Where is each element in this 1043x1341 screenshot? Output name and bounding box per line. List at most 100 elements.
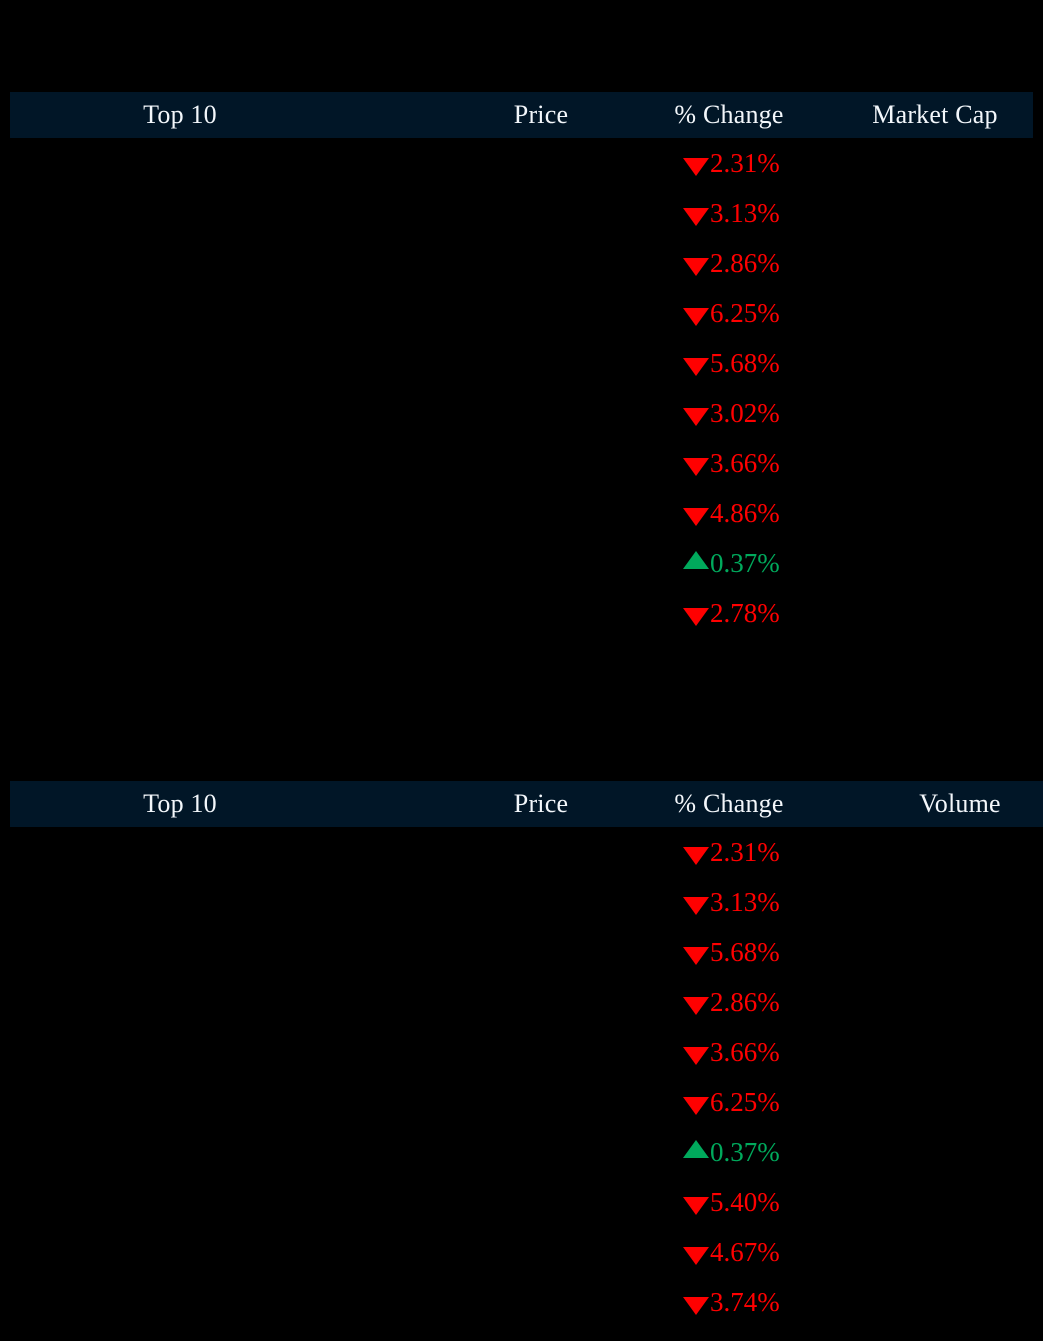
table-row[interactable]: 3.13% bbox=[0, 877, 1043, 927]
cell-price bbox=[391, 1177, 691, 1227]
cell-extra bbox=[810, 1027, 1043, 1077]
cell-percent-change: 5.68% bbox=[683, 338, 983, 388]
cell-name bbox=[30, 827, 330, 877]
cell-extra bbox=[785, 488, 1043, 538]
cell-name bbox=[30, 238, 330, 288]
table-header-row: Top 10 Price % Change Market Cap bbox=[10, 92, 1033, 138]
column-header-name[interactable]: Top 10 bbox=[143, 789, 217, 818]
table-row[interactable]: 3.66% bbox=[0, 438, 1043, 488]
percent-change-value: 2.78% bbox=[710, 598, 780, 628]
triangle-down-icon bbox=[683, 508, 709, 526]
column-header-extra[interactable]: Market Cap bbox=[872, 100, 998, 129]
cell-extra bbox=[810, 927, 1043, 977]
cell-name bbox=[30, 438, 330, 488]
cell-price bbox=[391, 538, 691, 588]
cell-price bbox=[391, 188, 691, 238]
percent-change-value: 3.02% bbox=[710, 398, 780, 428]
cell-name bbox=[30, 1127, 330, 1177]
cell-extra bbox=[810, 1177, 1043, 1227]
table-row[interactable]: 5.68% bbox=[0, 927, 1043, 977]
cell-percent-change: 2.86% bbox=[683, 238, 983, 288]
percent-change-value: 0.37% bbox=[710, 548, 780, 578]
cell-percent-change: 3.13% bbox=[683, 877, 983, 927]
table-row[interactable]: 0.37% bbox=[0, 1127, 1043, 1177]
table-row[interactable]: 0.37% bbox=[0, 538, 1043, 588]
cell-name bbox=[30, 1227, 330, 1277]
percent-change-value: 3.13% bbox=[710, 198, 780, 228]
triangle-down-icon bbox=[683, 408, 709, 426]
table-row[interactable]: 3.66% bbox=[0, 1027, 1043, 1077]
table-row[interactable]: 4.67% bbox=[0, 1227, 1043, 1277]
cell-extra bbox=[810, 1077, 1043, 1127]
percent-change-value: 6.25% bbox=[710, 298, 780, 328]
table-row[interactable]: 2.31% bbox=[0, 138, 1043, 188]
cell-price bbox=[391, 388, 691, 438]
cell-extra bbox=[785, 388, 1043, 438]
cell-price bbox=[391, 827, 691, 877]
percent-change-value: 2.31% bbox=[710, 148, 780, 178]
triangle-down-icon bbox=[683, 1097, 709, 1115]
cell-name bbox=[30, 1277, 330, 1327]
triangle-down-icon bbox=[683, 947, 709, 965]
cell-extra bbox=[785, 538, 1043, 588]
table-row[interactable]: 2.31% bbox=[0, 827, 1043, 877]
cell-extra bbox=[785, 288, 1043, 338]
percent-change-value: 3.66% bbox=[710, 1037, 780, 1067]
table-row[interactable]: 6.25% bbox=[0, 288, 1043, 338]
table-row[interactable]: 3.13% bbox=[0, 188, 1043, 238]
cell-name bbox=[30, 538, 330, 588]
table-row[interactable]: 5.40% bbox=[0, 1177, 1043, 1227]
table-row[interactable]: 4.86% bbox=[0, 488, 1043, 538]
cell-name bbox=[30, 488, 330, 538]
cell-extra bbox=[785, 588, 1043, 638]
cell-extra bbox=[810, 827, 1043, 877]
cell-price bbox=[391, 438, 691, 488]
column-header-extra[interactable]: Volume bbox=[919, 789, 1001, 818]
triangle-up-icon bbox=[683, 551, 709, 569]
table-row[interactable]: 6.25% bbox=[0, 1077, 1043, 1127]
triangle-up-icon bbox=[683, 1140, 709, 1158]
table-volume-table: Top 10 Price % Change Volume 2.31% 3.13% 5.68%… bbox=[0, 781, 1043, 1327]
cell-extra bbox=[785, 338, 1043, 388]
triangle-down-icon bbox=[683, 1047, 709, 1065]
cell-name bbox=[30, 1027, 330, 1077]
cell-extra bbox=[810, 877, 1043, 927]
triangle-down-icon bbox=[683, 897, 709, 915]
table-row[interactable]: 2.86% bbox=[0, 238, 1043, 288]
cell-extra bbox=[810, 1277, 1043, 1327]
triangle-down-icon bbox=[683, 1297, 709, 1315]
cell-name bbox=[30, 977, 330, 1027]
table-row[interactable]: 3.02% bbox=[0, 388, 1043, 438]
cell-name bbox=[30, 927, 330, 977]
cell-name bbox=[30, 138, 330, 188]
table-row[interactable]: 2.86% bbox=[0, 977, 1043, 1027]
percent-change-value: 3.66% bbox=[710, 448, 780, 478]
column-header-change[interactable]: % Change bbox=[674, 789, 784, 818]
percent-change-value: 4.86% bbox=[710, 498, 780, 528]
cell-price bbox=[391, 138, 691, 188]
cell-name bbox=[30, 588, 330, 638]
table-row[interactable]: 3.74% bbox=[0, 1277, 1043, 1327]
percent-change-value: 5.68% bbox=[710, 348, 780, 378]
cell-name bbox=[30, 188, 330, 238]
cell-percent-change: 2.86% bbox=[683, 977, 983, 1027]
cell-percent-change: 4.67% bbox=[683, 1227, 983, 1277]
cell-percent-change: 3.02% bbox=[683, 388, 983, 438]
table-row[interactable]: 5.68% bbox=[0, 338, 1043, 388]
percent-change-value: 5.68% bbox=[710, 937, 780, 967]
percent-change-value: 6.25% bbox=[710, 1087, 780, 1117]
triangle-down-icon bbox=[683, 458, 709, 476]
cell-price bbox=[391, 588, 691, 638]
triangle-down-icon bbox=[683, 358, 709, 376]
column-header-name[interactable]: Top 10 bbox=[143, 100, 217, 129]
column-header-price[interactable]: Price bbox=[513, 100, 569, 129]
triangle-down-icon bbox=[683, 308, 709, 326]
column-header-price[interactable]: Price bbox=[513, 789, 569, 818]
triangle-down-icon bbox=[683, 608, 709, 626]
table-row[interactable]: 2.78% bbox=[0, 588, 1043, 638]
cell-price bbox=[391, 877, 691, 927]
cell-name bbox=[30, 877, 330, 927]
triangle-down-icon bbox=[683, 158, 709, 176]
triangle-down-icon bbox=[683, 847, 709, 865]
column-header-change[interactable]: % Change bbox=[674, 100, 784, 129]
